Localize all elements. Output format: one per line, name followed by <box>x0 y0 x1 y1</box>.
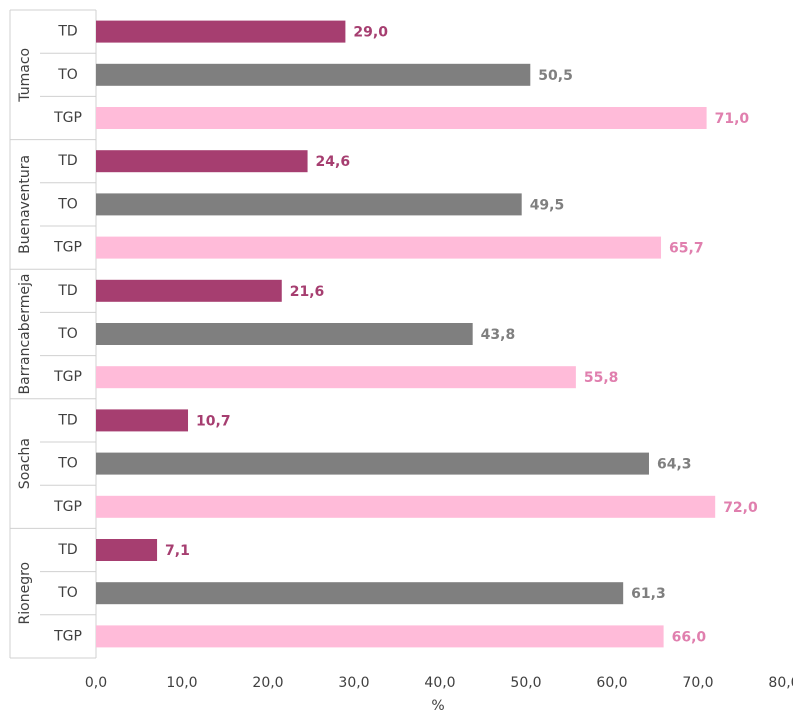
category-label: TGP <box>53 499 82 515</box>
bar <box>96 409 189 432</box>
category-label: TD <box>57 542 77 558</box>
group-label: Buenaventura <box>17 155 33 254</box>
x-tick-label: 10,0 <box>166 675 197 691</box>
x-tick-label: 20,0 <box>252 675 283 691</box>
bar <box>96 63 531 86</box>
x-tick-label: 70,0 <box>682 675 713 691</box>
category-label: TGP <box>53 369 82 385</box>
bar <box>96 20 346 43</box>
category-label: TD <box>57 24 77 40</box>
value-label: 65,7 <box>669 241 704 257</box>
category-label: TO <box>57 585 78 601</box>
bar <box>96 107 707 129</box>
bar <box>96 323 473 345</box>
value-label: 29,0 <box>353 25 388 41</box>
x-tick-label: 60,0 <box>596 675 627 691</box>
value-label: 7,1 <box>165 543 190 559</box>
value-label: 21,6 <box>290 284 325 300</box>
bar <box>96 625 664 648</box>
category-label: TGP <box>53 240 82 256</box>
category-label: TD <box>57 283 77 299</box>
value-label: 50,5 <box>538 68 573 84</box>
group-label: Rionegro <box>17 562 33 625</box>
value-label: 43,8 <box>481 327 516 343</box>
bar <box>96 539 158 561</box>
category-label: TO <box>57 326 78 342</box>
bar <box>96 150 308 173</box>
value-label: 49,5 <box>530 197 565 213</box>
value-label: 10,7 <box>196 413 231 429</box>
x-tick-label: 30,0 <box>338 675 369 691</box>
category-label: TO <box>57 67 78 83</box>
category-label: TD <box>57 153 77 169</box>
value-label: 55,8 <box>584 370 619 386</box>
bar <box>96 193 522 216</box>
group-label: Tumaco <box>17 48 33 103</box>
value-label: 64,3 <box>657 457 692 473</box>
category-label: TO <box>57 456 78 472</box>
x-tick-label: 0,0 <box>85 675 107 691</box>
bar <box>96 279 282 302</box>
group-label: Soacha <box>17 438 33 489</box>
x-axis-label: % <box>431 698 444 713</box>
category-label: TGP <box>53 628 82 644</box>
value-label: 72,0 <box>723 500 758 516</box>
value-label: 71,0 <box>715 111 750 127</box>
bar <box>96 582 624 605</box>
group-label: Barrancabermeja <box>17 274 33 395</box>
bar <box>96 452 649 475</box>
category-label: TD <box>57 412 77 428</box>
category-label: TGP <box>53 110 82 126</box>
category-label: TO <box>57 196 78 212</box>
value-label: 24,6 <box>316 154 351 170</box>
bar <box>96 495 716 518</box>
value-label: 66,0 <box>672 629 707 645</box>
bar <box>96 366 576 389</box>
x-tick-label: 40,0 <box>424 675 455 691</box>
bar <box>96 236 662 259</box>
value-label: 61,3 <box>631 586 666 602</box>
x-tick-label: 50,0 <box>510 675 541 691</box>
x-tick-label: 80,0 <box>768 675 793 691</box>
